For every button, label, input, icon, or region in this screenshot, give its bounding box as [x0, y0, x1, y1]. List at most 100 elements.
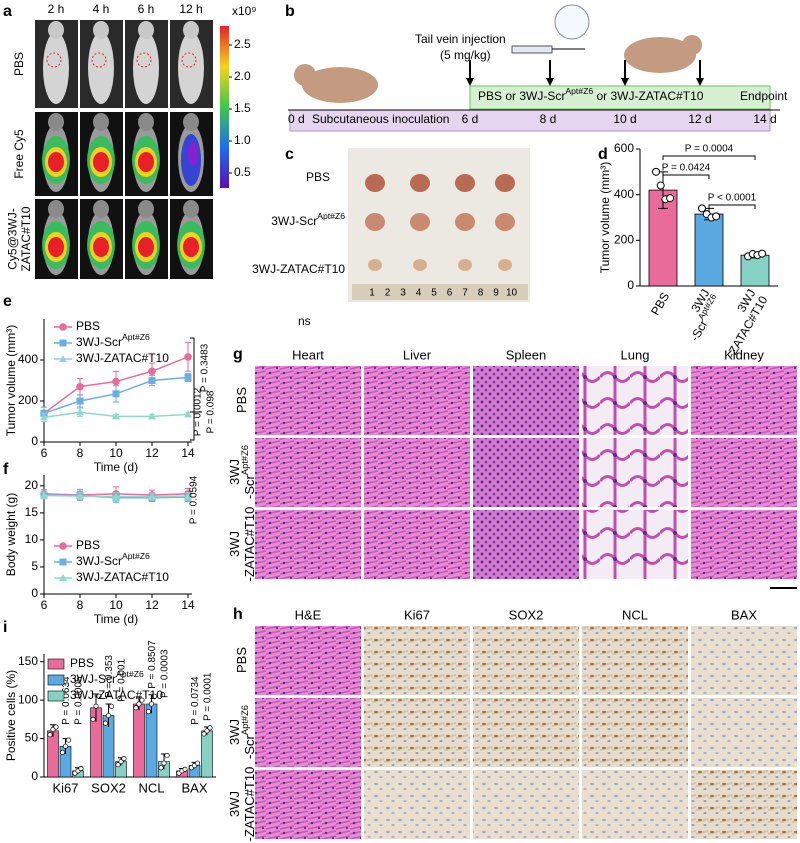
colorbar-unit: x10⁹ [232, 4, 257, 18]
x-tick-label: 6 [41, 446, 48, 460]
tumor [455, 213, 475, 231]
ruler-number: 5 [431, 288, 437, 299]
legend-label: 3WJ-ZATAC#T10 [76, 570, 169, 584]
bracket [190, 337, 202, 441]
mouse-head [183, 21, 199, 39]
row-label-part: -ZATAC#T10 [242, 507, 257, 582]
colorbar-label: 2.0 [234, 69, 251, 83]
treatment-bar [469, 85, 771, 110]
tumor [458, 259, 472, 271]
row-label-part: ZATAC#T10 [19, 206, 33, 271]
panel-label: e [3, 293, 12, 310]
mouse-head [93, 21, 109, 39]
data-point [115, 762, 121, 768]
signal [48, 152, 64, 172]
column-header: Spleen [506, 347, 546, 362]
group-label-part: Apt#Z6 [317, 211, 345, 221]
signal [183, 237, 199, 257]
column-header: NCL [622, 607, 648, 622]
group-label: PBS [306, 170, 330, 184]
mouse-head [48, 113, 64, 131]
tumor [410, 174, 430, 192]
colorbar-label: 0.5 [234, 165, 251, 179]
panel-label: h [233, 606, 243, 623]
colorbar-label: 1.0 [234, 133, 251, 147]
panel-label: i [3, 619, 7, 636]
y-tick-label: 15 [25, 505, 39, 519]
mouse-head [138, 200, 154, 218]
data-point [666, 194, 675, 203]
day-label: 8 d [540, 112, 557, 126]
bar [201, 730, 213, 778]
legend-label-part: Apt#Z6 [122, 332, 150, 342]
x-tick-label: Ki67 [52, 780, 78, 795]
tumor [368, 259, 382, 271]
p-value: P = 0.0594 [189, 475, 200, 524]
micrograph [473, 770, 579, 839]
mouse-drawing [624, 37, 696, 73]
mouse-head [294, 64, 316, 86]
data-point [59, 749, 66, 755]
column-header: Lung [621, 347, 650, 362]
data-point [78, 765, 84, 772]
p-value: P = 0.0634 [61, 676, 72, 725]
mouse-head [93, 113, 109, 131]
row-label: 3WJ-ZATAC#T10 [227, 767, 257, 842]
column-header: SOX2 [509, 607, 544, 622]
mouse-head [93, 200, 109, 218]
signal [188, 142, 198, 166]
micrograph [582, 366, 688, 435]
x-tick-label: 12 [145, 446, 159, 460]
mouse [43, 32, 69, 104]
micrograph [364, 770, 470, 839]
data-point [53, 724, 59, 730]
panel-label: c [285, 146, 294, 163]
micrograph [582, 626, 688, 695]
micrograph [582, 698, 688, 767]
time-label: 6 h [138, 2, 155, 16]
x-tick-label-part: -Scr [688, 318, 711, 344]
micrograph [364, 366, 470, 435]
data-point [161, 760, 167, 766]
treatment-label-part: PBS or 3WJ-Scr [478, 89, 565, 103]
column-header: BAX [731, 607, 757, 622]
marker [76, 382, 84, 391]
legend-swatch [47, 658, 65, 670]
day-label: 10 d [613, 112, 636, 126]
legend-label-part: 3WJ-ZATAC#T10 [76, 570, 169, 584]
y-tick-label: 0 [31, 434, 38, 448]
row-label-part: Apt#Z6 [240, 445, 250, 475]
x-tick-label-part: PBS [648, 290, 672, 318]
row-label-part: PBS [234, 387, 249, 413]
data-point [90, 716, 96, 722]
y-tick-label: 400 [18, 352, 38, 366]
x-tick-label: BAX [181, 780, 207, 795]
legend-label: 3WJ-ScrApt#Z6 [70, 669, 144, 686]
data-point [207, 725, 213, 731]
data-point [164, 752, 170, 759]
signal [93, 237, 109, 257]
marker [40, 491, 48, 499]
data-point [102, 720, 109, 726]
micrograph [255, 438, 361, 507]
row-label: 3WJ-ZATAC#T10 [227, 507, 257, 582]
tumor [365, 174, 385, 192]
arrow-head [546, 78, 554, 86]
marker [76, 408, 84, 416]
p-value: P = 0.0005 [74, 676, 85, 725]
marker [148, 377, 156, 384]
p-value: P = 0.0734 [190, 676, 201, 725]
data-point [139, 697, 145, 703]
mouse-head [138, 21, 154, 39]
micrograph [473, 438, 579, 507]
data-point [145, 709, 152, 715]
micrograph [364, 626, 470, 695]
x-tick-label: 12 [145, 598, 159, 612]
bar [740, 254, 770, 287]
legend-label: PBS [76, 538, 100, 552]
group-label: 3WJ-ZATAC#T10 [252, 262, 345, 276]
y-axis-label: Body weight (g) [4, 493, 18, 576]
roi [181, 52, 197, 68]
marker [40, 413, 48, 421]
row-label-part: 3WJ [227, 791, 242, 817]
